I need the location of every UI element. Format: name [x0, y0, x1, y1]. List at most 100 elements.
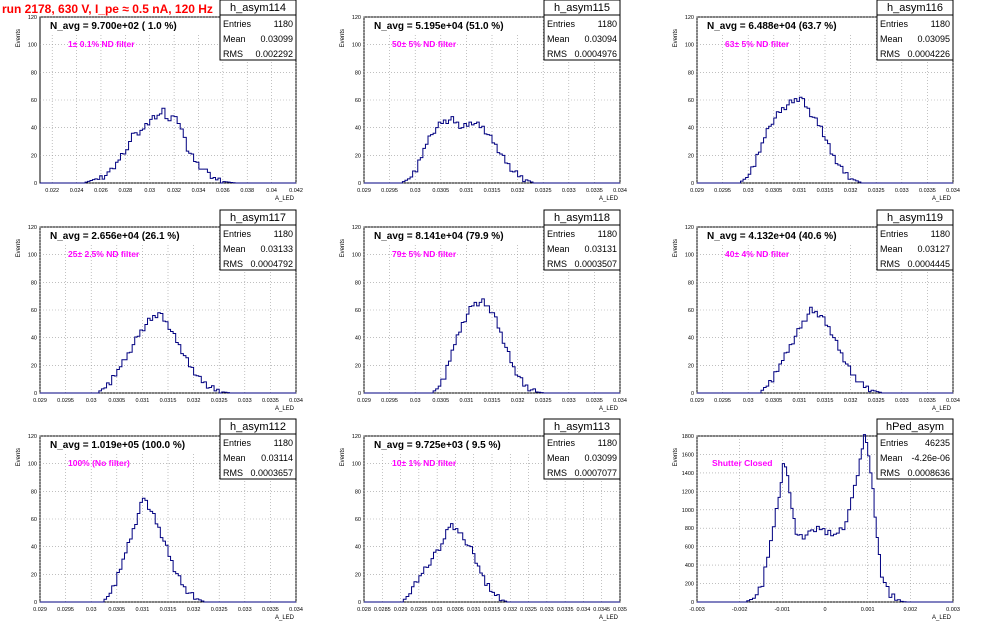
- x-tick-label: 0.0315: [160, 398, 177, 404]
- y-tick-label: 120: [352, 225, 361, 231]
- y-tick-label: 0: [358, 181, 361, 187]
- stats-label: Mean: [880, 34, 903, 44]
- filter-label: 40± 4% ND filter: [725, 249, 790, 259]
- x-tick-label: 0.0325: [520, 607, 537, 613]
- stats-value: 1180: [274, 438, 293, 448]
- y-tick-label: 100: [685, 43, 694, 49]
- y-tick-label: 400: [685, 563, 694, 569]
- filter-label: 10± 1% ND filter: [392, 458, 457, 468]
- x-tick-label: 0.034: [289, 607, 303, 613]
- histogram-name: h_asym112: [230, 421, 286, 433]
- x-tick-label: 0.0335: [262, 398, 279, 404]
- histogram-series: [697, 434, 953, 603]
- stats-box: [876, 14, 954, 61]
- y-tick-label: 120: [28, 434, 37, 440]
- x-tick-label: 0.0285: [374, 607, 391, 613]
- stats-value: 1180: [598, 438, 617, 448]
- x-tick-label: 0.032: [511, 188, 525, 194]
- x-tick-label: 0.033: [562, 188, 576, 194]
- stats-label: Entries: [223, 438, 252, 448]
- y-tick-label: 20: [31, 363, 37, 369]
- x-tick-label: 0.03: [410, 188, 421, 194]
- stats-value: 0.0004976: [574, 49, 617, 59]
- stats-label: RMS: [880, 468, 900, 478]
- stats-value: 46235: [925, 438, 950, 448]
- stats-value: 0.03099: [260, 34, 293, 44]
- panel-h_asym112: 0 20 40 60 80 100 120 0.029 0.0295 0.03 0.0305 0.03…: [16, 418, 303, 621]
- y-tick-label: 60: [355, 308, 361, 314]
- y-axis-label: Events: [340, 448, 346, 466]
- x-tick-label: 0.033: [895, 188, 909, 194]
- stats-label: RMS: [547, 468, 567, 478]
- stats-label: Mean: [547, 453, 570, 463]
- stats-value: 0.0003507: [574, 259, 617, 269]
- y-tick-label: 100: [352, 43, 361, 49]
- x-tick-label: 0.028: [357, 607, 371, 613]
- y-tick-label: 120: [685, 15, 694, 21]
- y-tick-label: 40: [688, 126, 694, 132]
- x-tick-label: 0.0325: [535, 398, 552, 404]
- x-tick-label: 0.0335: [586, 398, 603, 404]
- navg-box: [365, 437, 531, 452]
- x-tick-label: 0.0325: [868, 188, 885, 194]
- histogram-series: [364, 298, 620, 394]
- x-tick-label: 0.033: [895, 398, 909, 404]
- x-tick-label: 0.031: [467, 607, 481, 613]
- panel-hPed_asym: 0 200 400 600 800 1000 1200 1400 1600 1800 -0.003 -…: [673, 418, 960, 621]
- x-tick-label: 0.034: [946, 188, 960, 194]
- x-tick-label: 0.031: [460, 188, 474, 194]
- x-tick-label: 0.034: [613, 188, 627, 194]
- x-axis-label: A_LED: [932, 196, 952, 202]
- x-tick-label: 0.0345: [593, 607, 610, 613]
- x-tick-label: 0.029: [394, 607, 408, 613]
- stats-label: RMS: [223, 259, 243, 269]
- filter-label: 1± 0.1% ND filter: [68, 39, 135, 49]
- y-tick-label: 0: [691, 600, 694, 606]
- y-tick-label: 0: [358, 391, 361, 397]
- y-axis-label: Events: [673, 239, 679, 257]
- y-tick-label: 100: [352, 253, 361, 259]
- stats-value: 1180: [598, 229, 617, 239]
- stats-value: 0.0003657: [250, 468, 293, 478]
- filter-label: 50± 5% ND filter: [392, 39, 457, 49]
- filter-label: 25± 2.5% ND filter: [68, 249, 140, 259]
- x-tick-label: 0.035: [613, 607, 627, 613]
- x-tick-label: 0.032: [503, 607, 517, 613]
- y-tick-label: 1800: [682, 434, 694, 440]
- histogram-series: [697, 96, 953, 184]
- x-axis-label: A_LED: [932, 406, 952, 412]
- stats-value: 1180: [931, 229, 950, 239]
- x-tick-label: 0.031: [136, 398, 150, 404]
- x-tick-label: 0.0305: [765, 398, 782, 404]
- y-tick-label: 600: [685, 545, 694, 551]
- histogram-series: [364, 116, 620, 184]
- stats-value: 0.0004226: [907, 49, 950, 59]
- stats-label: RMS: [223, 49, 243, 59]
- stats-value: 0.03099: [584, 453, 617, 463]
- x-tick-label: -0.001: [775, 607, 791, 613]
- stats-box: [219, 224, 297, 271]
- navg-box: [41, 437, 207, 452]
- x-tick-label: 0.034: [577, 607, 591, 613]
- navg-label: N_avg = 2.656e+04 (26.1 %): [50, 231, 180, 242]
- stats-box: [219, 14, 297, 61]
- navg-label: N_avg = 1.019e+05 (100.0 %): [50, 440, 185, 451]
- navg-box: [698, 228, 864, 243]
- stats-value: 1180: [931, 19, 950, 29]
- x-tick-label: 0.03: [410, 398, 421, 404]
- y-tick-label: 20: [355, 363, 361, 369]
- stats-label: Entries: [880, 19, 909, 29]
- panel-h_asym115: 0 20 40 60 80 100 120 0.029 0.0295 0.03 0.0305 0.03…: [340, 0, 627, 202]
- y-tick-label: 80: [355, 70, 361, 76]
- histogram-series: [40, 312, 296, 394]
- stats-value: 1180: [274, 19, 293, 29]
- y-tick-label: 120: [352, 15, 361, 21]
- stats-value: 0.0007077: [574, 468, 617, 478]
- x-tick-label: 0.001: [861, 607, 875, 613]
- x-tick-label: 0.0315: [817, 398, 834, 404]
- x-tick-label: 0.029: [690, 188, 704, 194]
- y-tick-label: 20: [31, 572, 37, 578]
- x-tick-label: 0.0335: [586, 188, 603, 194]
- x-tick-label: 0.0305: [432, 398, 449, 404]
- x-tick-label: 0.028: [118, 188, 132, 194]
